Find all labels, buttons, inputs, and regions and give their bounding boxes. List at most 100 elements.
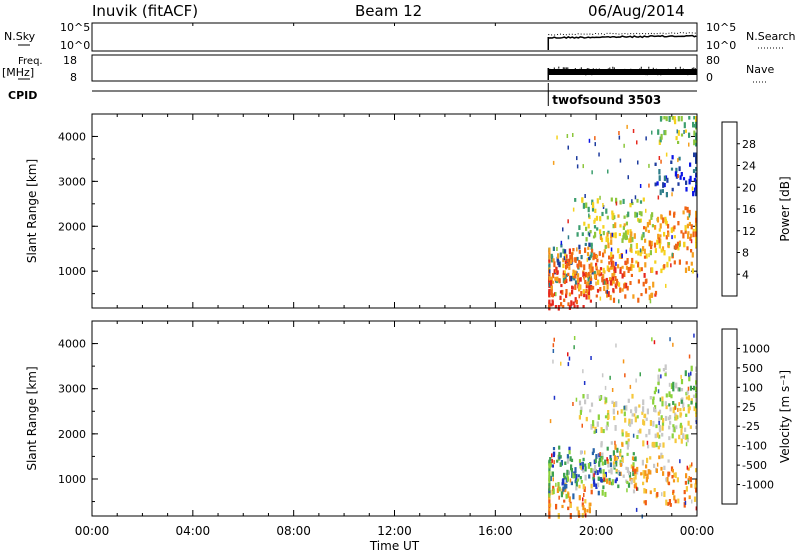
velocity-cell — [670, 383, 673, 390]
velocity-colorbar-label: -500 — [742, 459, 767, 472]
velocity-cell — [657, 381, 660, 385]
velocity-speckle — [567, 352, 569, 357]
power-cell — [686, 246, 689, 251]
velocity-speckle — [617, 410, 619, 415]
power-cell — [586, 252, 590, 257]
power-cell — [670, 160, 673, 165]
power-cell — [553, 269, 556, 274]
power-colorbar-label: 12 — [742, 225, 756, 238]
velocity-cell — [695, 425, 698, 430]
power-cell — [688, 209, 691, 216]
velocity-cell — [626, 480, 629, 485]
velocity-cell — [604, 478, 607, 482]
velocity-cell — [615, 401, 618, 407]
power-cell — [684, 225, 687, 231]
velocity-cell — [695, 375, 698, 382]
velocity-speckle — [558, 495, 560, 500]
velocity-cell — [558, 486, 561, 492]
power-cell — [560, 243, 563, 248]
velocity-speckle — [584, 450, 586, 455]
power-cell — [628, 238, 631, 243]
power-cell — [574, 198, 577, 202]
velocity-cell — [570, 458, 574, 463]
velocity-cell — [664, 401, 667, 406]
velocity-speckle — [624, 373, 626, 378]
velocity-cell — [690, 400, 693, 405]
power-cell — [604, 245, 607, 249]
velocity-speckle — [598, 453, 600, 458]
velocity-cell — [646, 408, 649, 415]
velocity-cell — [584, 399, 587, 405]
freq-label: Freq. — [18, 56, 43, 67]
velocity-cell — [683, 502, 686, 508]
power-cell — [597, 279, 600, 285]
power-cell — [582, 289, 585, 294]
velocity-cell — [663, 465, 666, 470]
velocity-cell — [548, 497, 551, 503]
velocity-cell — [643, 472, 646, 479]
velocity-cell — [695, 366, 698, 372]
power-speckle — [677, 158, 679, 163]
power-cell — [583, 291, 586, 298]
power-cell — [677, 245, 680, 251]
velocity-speckle — [660, 374, 662, 379]
velocity-cell — [613, 416, 616, 421]
power-cell — [618, 282, 621, 287]
velocity-cell — [638, 404, 641, 408]
power-cell — [624, 230, 628, 237]
power-speckle — [588, 232, 591, 237]
power-cell — [556, 276, 559, 282]
power-cell — [622, 235, 625, 240]
power-cell — [612, 232, 615, 238]
velocity-speckle — [659, 397, 662, 402]
power-cell — [599, 229, 602, 235]
velocity-cell — [583, 507, 586, 513]
time-tick-label: 20:00 — [579, 524, 614, 538]
velocity-cell — [609, 462, 613, 468]
velocity-cell — [669, 503, 672, 507]
parameter-strips: N.Sky 10^5 10^0 10^5 10^0 N.Search Freq.[MHz] 1… — [2, 21, 796, 107]
power-speckle — [676, 129, 678, 134]
power-cell — [564, 249, 567, 254]
power-cell — [673, 235, 676, 239]
power-speckle — [583, 276, 585, 281]
power-cell — [596, 198, 599, 204]
power-cell — [616, 281, 619, 286]
power-cell — [629, 247, 632, 252]
power-speckle — [621, 254, 623, 258]
power-cell — [677, 116, 680, 122]
power-cell — [568, 266, 571, 270]
velocity-cell — [671, 433, 674, 439]
power-speckle — [645, 208, 647, 213]
power-cell — [663, 175, 666, 181]
power-cell — [608, 255, 611, 260]
power-cell — [677, 221, 680, 226]
velocity-ytick-label: 3000 — [58, 383, 86, 396]
velocity-cell — [614, 425, 617, 431]
power-cell — [663, 183, 666, 188]
power-cell — [637, 297, 640, 303]
power-cell — [630, 265, 633, 271]
power-cell — [587, 246, 590, 250]
power-cell — [563, 280, 566, 285]
power-cell — [622, 198, 625, 204]
power-colorbar-frame — [721, 121, 738, 297]
power-cell — [585, 284, 588, 289]
velocity-speckle — [603, 477, 605, 482]
power-cell — [695, 179, 698, 184]
velocity-cell — [673, 472, 676, 478]
power-frame-top — [91, 113, 698, 309]
nsearch-tick-bottom: 10^0 — [706, 39, 736, 52]
velocity-cell — [689, 464, 692, 468]
velocity-cell — [690, 483, 693, 488]
time-tick-label: 04:00 — [176, 524, 211, 538]
velocity-speckle — [678, 402, 680, 407]
velocity-cell — [637, 430, 640, 434]
power-cell — [680, 116, 683, 122]
power-cell — [632, 264, 635, 268]
power-speckle — [587, 231, 590, 236]
power-speckle — [588, 213, 590, 218]
velocity-ylabel: Slant Range [km] — [25, 366, 39, 470]
velocity-speckle — [614, 464, 616, 469]
power-cell — [587, 291, 591, 296]
